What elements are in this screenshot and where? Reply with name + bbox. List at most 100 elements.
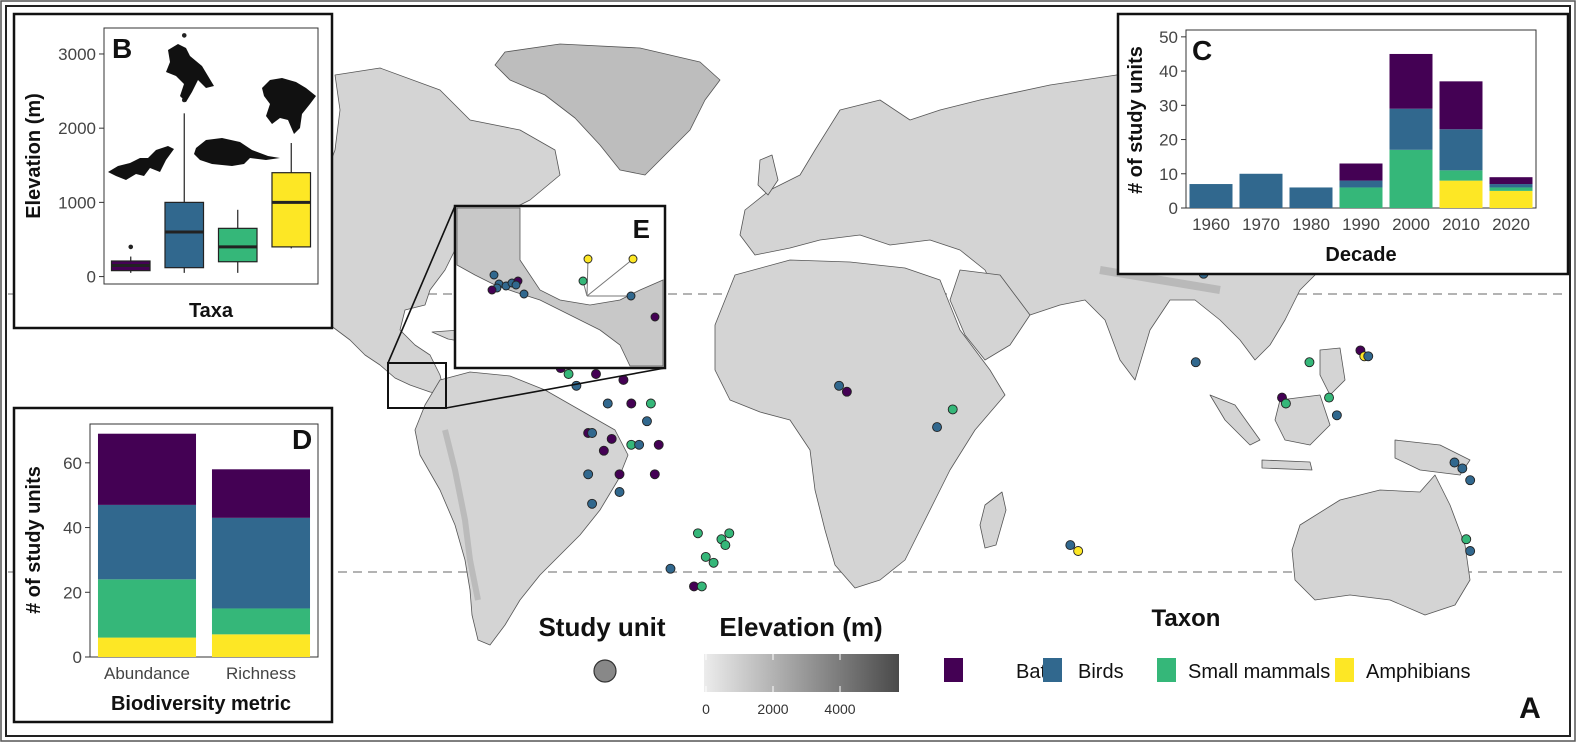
panel-label-c: C: [1192, 35, 1212, 66]
elevation-tick-labels: 0 2000 4000: [702, 701, 856, 717]
study-point-small-mammals: [563, 369, 574, 379]
panel-c-y-tick-label: 50: [1159, 28, 1178, 47]
study-point-birds: [665, 563, 676, 574]
panel-c-y-tick-label: 20: [1159, 131, 1178, 150]
south-america-landmass: [414, 371, 629, 646]
arabia-landmass: [949, 269, 1031, 361]
panel-d-y-tick-label: 60: [63, 454, 82, 473]
inset-points: [487, 254, 660, 322]
elevation-tick-label: 0: [702, 701, 710, 717]
panel-d-bar-small-mammals: [211, 608, 311, 635]
taxon-legend-swatch-amphibians: [1335, 658, 1354, 682]
study-point-amphibians: [1073, 546, 1084, 556]
greenland-landmass: [494, 43, 721, 176]
panel-d-bar-birds: [211, 517, 311, 609]
panel-b-y-tick-label: 2000: [58, 119, 96, 138]
panel-c-y-tick-label: 0: [1169, 199, 1178, 218]
panel-c-bar-small-mammals: [1389, 149, 1433, 208]
panel-c-x-label: Decade: [1325, 244, 1396, 266]
inset-point-birds: [519, 289, 529, 299]
panel-d-y-tick-label: 0: [73, 648, 82, 667]
inset-connector-lower: [445, 367, 666, 409]
elevation-colorbar: [704, 654, 899, 692]
box-small-mammals: [217, 209, 258, 273]
panel-c-bar-small-mammals: [1439, 170, 1483, 181]
panel-d-x-tick-label: Richness: [226, 664, 296, 683]
inset-point-bats: [487, 285, 497, 295]
study-point-small-mammals: [1304, 357, 1315, 368]
study-point-small-mammals: [947, 404, 958, 415]
taxon-legend-swatch-bats: [944, 658, 963, 682]
study-point-birds: [932, 422, 942, 433]
panel-c-bar-amphibians: [1489, 190, 1533, 208]
panel-c-axes: 0 10 20 30 40 50 1960 1970 1980 1990 2000 2010 2020: [1159, 28, 1530, 234]
panel-label-d: D: [292, 424, 312, 455]
study-point-bats: [841, 386, 852, 397]
box-amphibians: [271, 143, 312, 249]
taxon-legend-items: Bats Birds Small mammals Amphibians: [944, 658, 1471, 683]
panel-c-bar-birds: [1389, 108, 1433, 150]
frog-silhouette-icon: [262, 78, 316, 134]
inner-frame: [5, 5, 1571, 737]
study-unit-legend-marker: [593, 659, 617, 683]
sumatra-landmass: [1209, 394, 1261, 446]
panel-b-x-label: Taxa: [189, 300, 234, 322]
study-point-birds: [1331, 410, 1342, 421]
panel-c-x-tick-label: 1960: [1192, 215, 1230, 234]
panel-b-elevation-boxplot: 0 1000 2000 3000 B Elevation (m) Taxa: [12, 12, 334, 330]
study-point-small-mammals: [1461, 534, 1472, 545]
box-body: [164, 201, 205, 269]
study-point-bats: [598, 445, 609, 456]
taxon-legend-swatch-small-mammals: [1157, 658, 1176, 682]
study-point-birds: [614, 487, 625, 497]
panel-c-bar-bats: [1339, 163, 1383, 181]
study-point-birds: [1465, 475, 1476, 486]
study-point-small-mammals: [645, 398, 656, 409]
taxon-legend-label: Amphibians: [1366, 661, 1471, 683]
panel-b-y-tick-label: 0: [87, 268, 96, 287]
elevation-tick-label: 2000: [757, 701, 788, 717]
study-point-bats: [653, 439, 664, 450]
panel-c-y-tick-label: 30: [1159, 96, 1178, 115]
panel-d-x-tick-label: Abundance: [104, 664, 190, 683]
study-point-birds: [587, 498, 598, 509]
panel-c-bar-birds: [1439, 129, 1483, 171]
taxon-legend-swatch-birds: [1043, 658, 1062, 682]
panel-c-x-tick-label: 1970: [1242, 215, 1280, 234]
panel-c-bar-bats: [1489, 177, 1533, 185]
panel-d-x-label: Biodiversity metric: [111, 693, 291, 715]
study-point-small-mammals: [1280, 398, 1291, 409]
panel-c-x-tick-label: 1980: [1292, 215, 1330, 234]
inset-panel-e: E: [453, 204, 667, 370]
study-point-small-mammals: [708, 557, 719, 568]
study-point-small-mammals: [720, 540, 731, 551]
study-unit-legend-title: Study unit: [538, 612, 665, 642]
study-point-small-mammals: [724, 528, 735, 539]
panel-label-e: E: [633, 214, 650, 244]
box-bats: [110, 244, 151, 273]
panel-c-y-label: # of study units: [1125, 46, 1147, 194]
java-landmass: [1261, 459, 1313, 471]
panel-d-bar-bats: [97, 433, 197, 505]
elevation-legend-title: Elevation (m): [719, 612, 882, 642]
inset-point-birds: [511, 280, 521, 290]
study-point-bats: [591, 369, 601, 379]
panel-c-bars: [1189, 53, 1533, 208]
panel-d-bars: [97, 433, 311, 657]
panel-c-bar-bats: [1389, 53, 1433, 109]
panel-c-bar-amphibians: [1439, 180, 1483, 208]
box-outlier: [181, 33, 187, 38]
mammal-silhouette-icon: [194, 138, 280, 166]
box-body: [217, 227, 258, 263]
study-point-birds: [571, 380, 582, 391]
panel-c-x-tick-label: 2000: [1392, 215, 1430, 234]
study-point-birds: [834, 380, 844, 391]
study-point-small-mammals: [700, 551, 711, 562]
study-point-birds: [1363, 351, 1374, 362]
panel-c-bar-small-mammals: [1339, 187, 1383, 208]
panel-c-x-tick-label: 1990: [1342, 215, 1380, 234]
panel-c-x-tick-label: 2010: [1442, 215, 1480, 234]
